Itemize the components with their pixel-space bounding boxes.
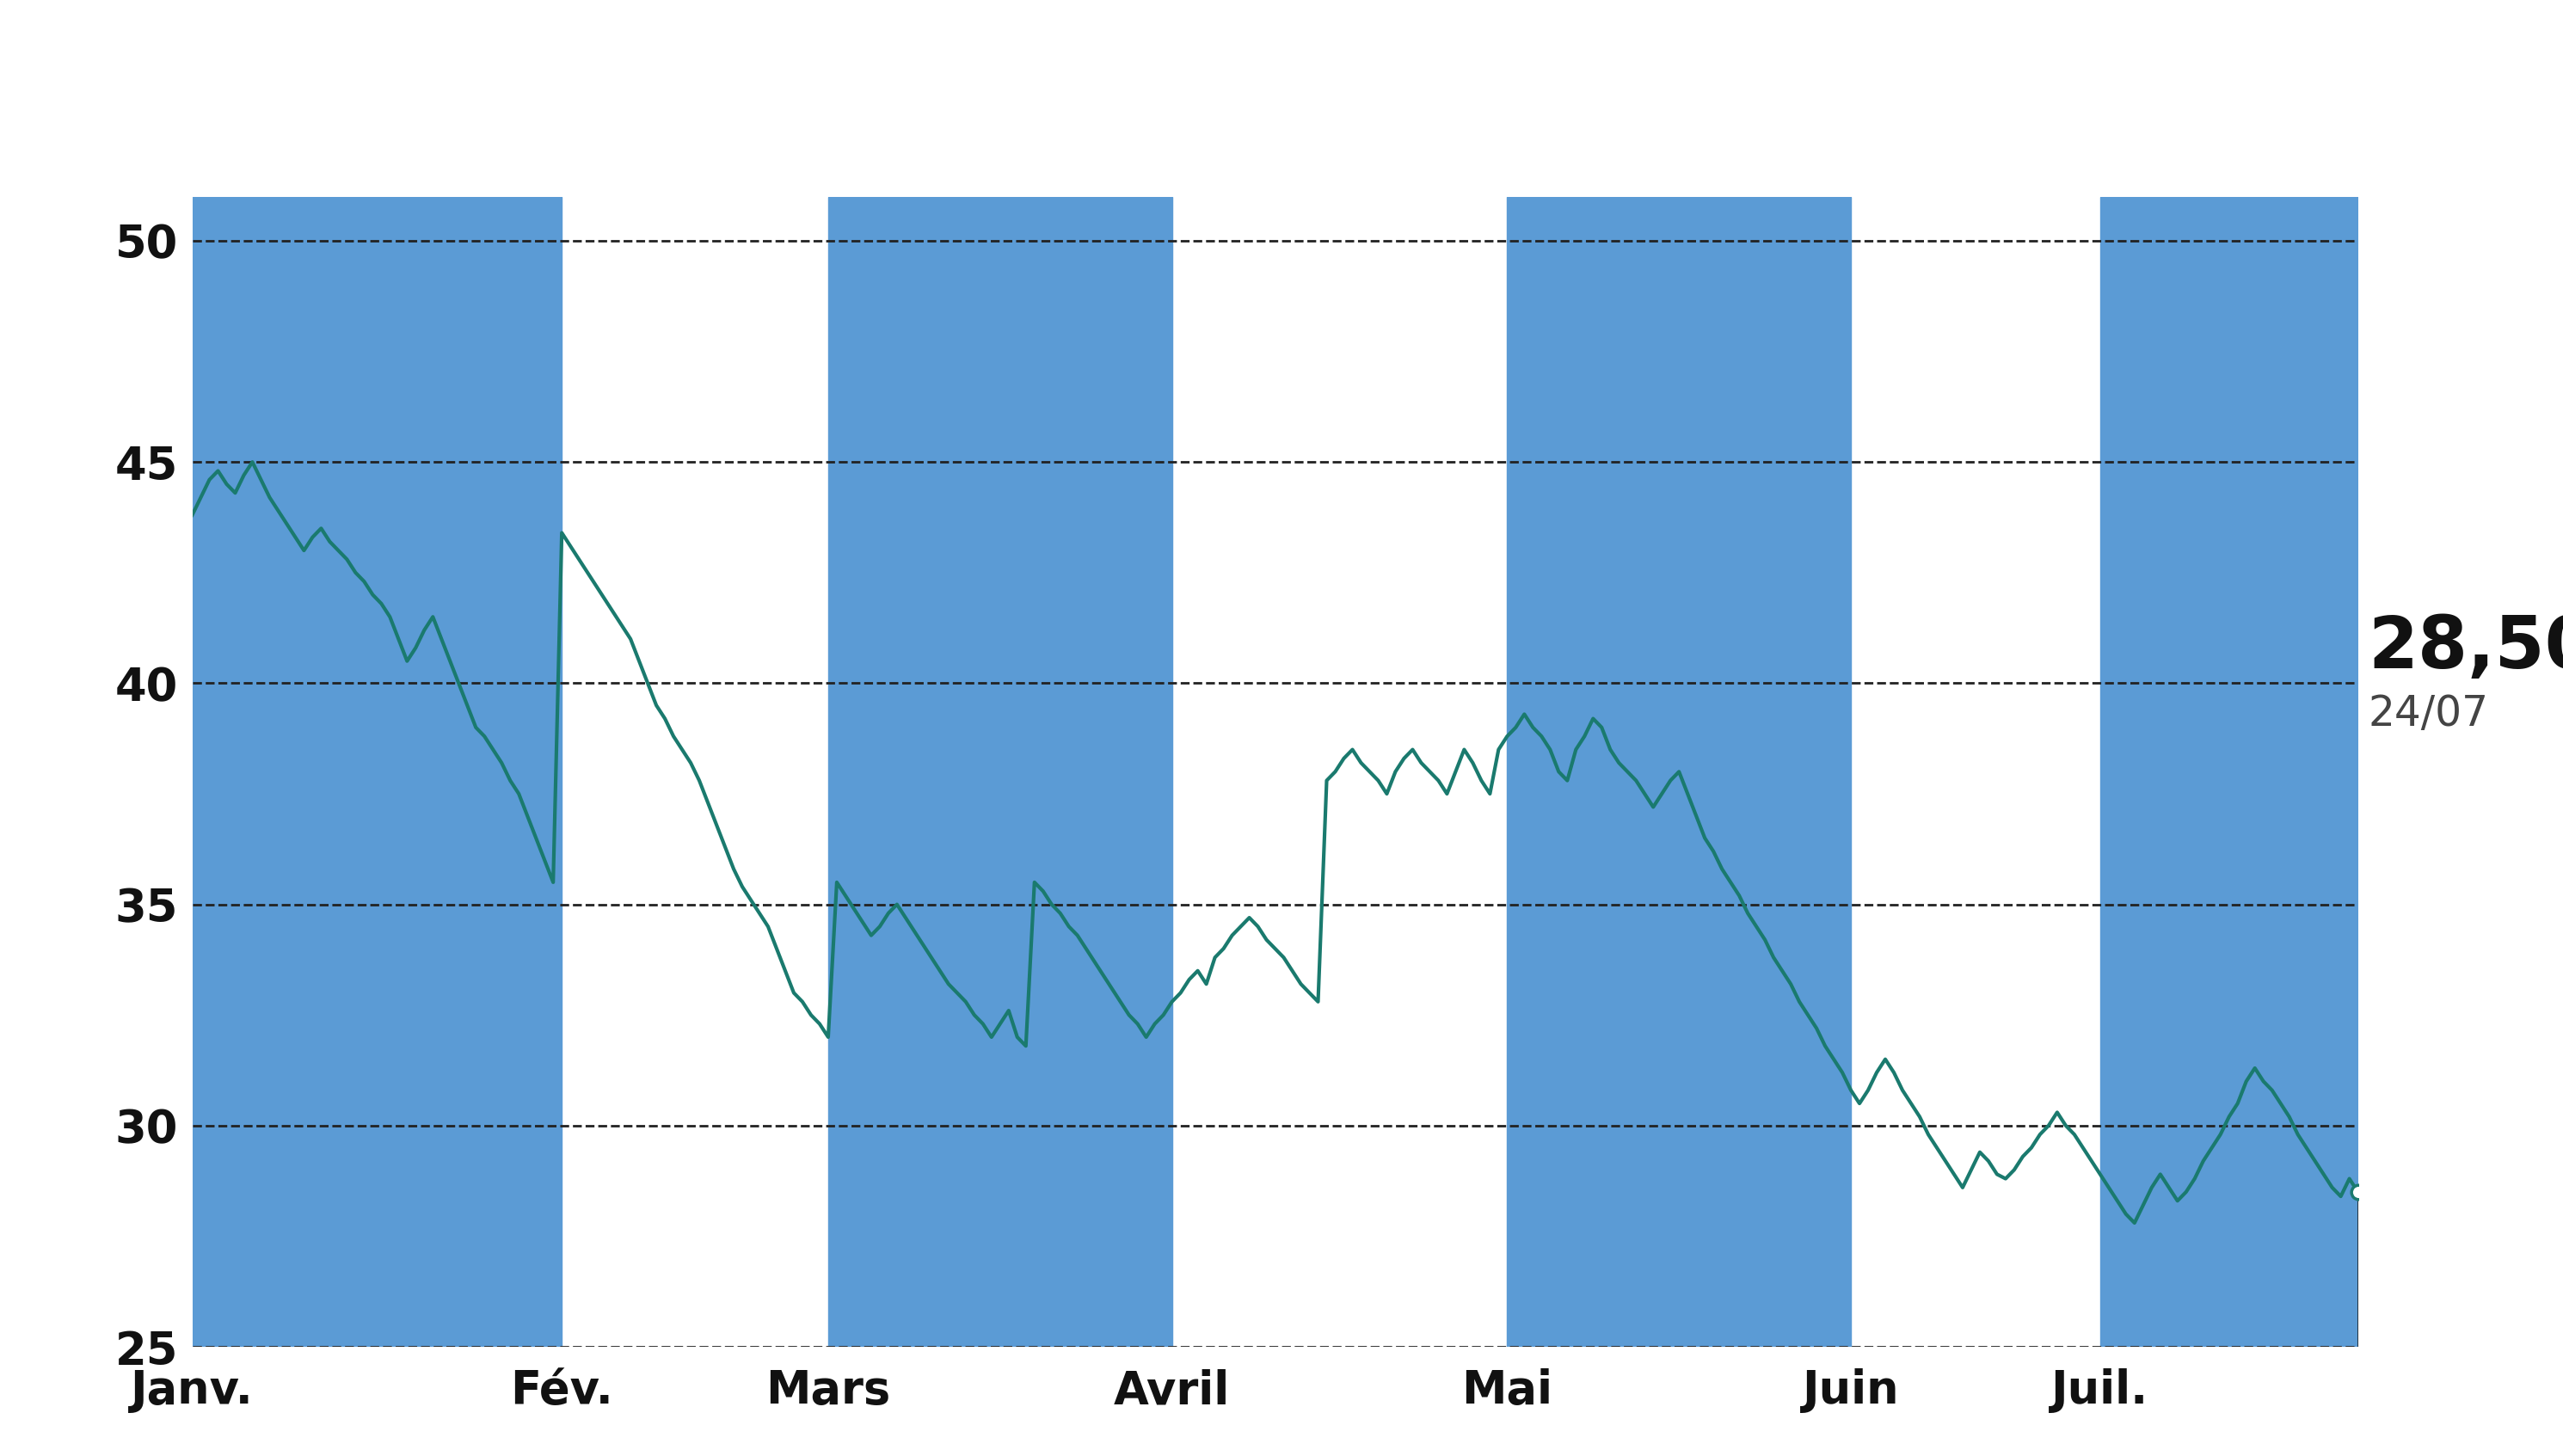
Text: 28,50: 28,50 bbox=[2368, 613, 2563, 683]
Text: FRANCAISE ENERGIE: FRANCAISE ENERGIE bbox=[695, 36, 1868, 135]
Bar bbox=[1507, 197, 1850, 1347]
Text: 24/07: 24/07 bbox=[2368, 693, 2489, 734]
Bar bbox=[828, 197, 1171, 1347]
Bar bbox=[192, 197, 561, 1347]
Bar bbox=[2099, 197, 2427, 1347]
